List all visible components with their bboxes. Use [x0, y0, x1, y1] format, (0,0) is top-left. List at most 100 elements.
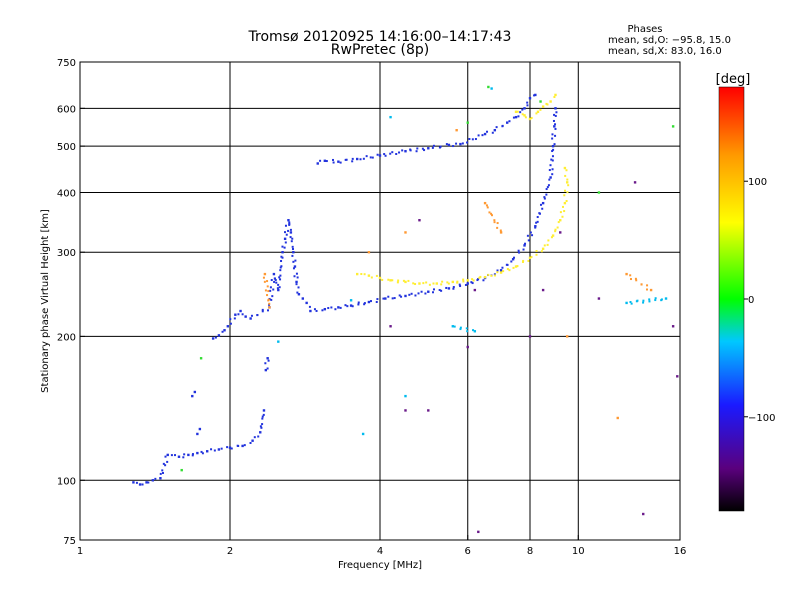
data-point	[387, 295, 390, 298]
data-point	[391, 279, 394, 282]
data-point	[407, 279, 410, 282]
data-point	[526, 101, 529, 104]
data-point	[226, 325, 230, 328]
data-point	[166, 460, 169, 463]
data-point	[132, 481, 135, 484]
x-tick-label: 6	[465, 546, 471, 557]
data-point	[445, 143, 448, 146]
data-point	[159, 472, 162, 475]
data-point	[563, 166, 567, 170]
data-point	[533, 94, 536, 97]
data-point	[383, 153, 386, 156]
data-point	[523, 244, 526, 247]
data-point	[472, 279, 475, 282]
data-point	[251, 439, 254, 442]
data-point	[272, 272, 276, 276]
data-point	[272, 288, 275, 291]
data-point	[389, 152, 392, 155]
data-point	[473, 330, 477, 333]
data-point	[228, 446, 232, 449]
data-point	[496, 222, 499, 225]
data-point	[486, 130, 489, 133]
data-point	[491, 131, 494, 134]
data-point	[530, 255, 533, 258]
data-point	[177, 455, 181, 458]
data-point	[273, 280, 276, 283]
data-point	[293, 275, 296, 278]
data-point	[439, 145, 442, 148]
data-point	[396, 281, 399, 284]
data-point	[412, 282, 415, 285]
data-point	[501, 124, 504, 127]
data-point	[551, 133, 554, 136]
data-point	[349, 304, 353, 307]
data-point	[519, 111, 522, 114]
data-point	[543, 196, 546, 199]
data-point	[315, 309, 318, 312]
data-point	[296, 276, 299, 279]
data-point	[284, 231, 287, 234]
x-tick-label: 2	[227, 546, 233, 557]
data-point	[351, 157, 354, 160]
data-point	[535, 253, 538, 256]
data-point	[309, 309, 312, 313]
data-point	[382, 297, 385, 300]
data-point	[551, 155, 554, 158]
data-point	[268, 303, 271, 306]
data-point	[191, 394, 194, 398]
data-point	[472, 329, 475, 332]
data-point	[506, 263, 509, 266]
data-point	[226, 446, 229, 449]
data-point	[384, 154, 387, 157]
data-point	[554, 123, 557, 126]
data-point	[526, 234, 529, 237]
data-point	[330, 306, 333, 309]
x-tick-label: 8	[527, 546, 533, 557]
data-point	[535, 112, 538, 115]
data-point	[351, 305, 354, 308]
data-point	[548, 169, 551, 172]
data-point	[488, 211, 491, 214]
x-tick-label: 16	[674, 546, 687, 557]
data-point	[625, 301, 628, 305]
data-point	[440, 289, 443, 292]
data-point	[301, 297, 305, 300]
colorbar	[718, 86, 745, 512]
data-point	[528, 256, 532, 260]
data-point	[275, 281, 278, 284]
data-point	[344, 304, 347, 307]
data-point	[391, 151, 394, 154]
data-points	[132, 85, 679, 534]
data-point	[404, 150, 407, 153]
data-point	[223, 329, 226, 332]
data-point	[445, 286, 448, 289]
data-point	[264, 368, 268, 372]
data-point	[404, 394, 407, 398]
data-point	[297, 293, 301, 296]
data-point	[531, 234, 534, 237]
data-point	[404, 280, 407, 284]
data-point	[151, 479, 155, 482]
data-point	[418, 219, 421, 222]
data-point	[648, 298, 651, 301]
data-point	[629, 274, 632, 277]
data-point	[676, 375, 679, 378]
data-point	[539, 108, 542, 111]
chart-title: Tromsø 20120925 14:16:00–14:17:43	[248, 29, 512, 45]
data-point	[199, 357, 203, 360]
data-point	[625, 272, 628, 276]
data-point	[482, 279, 485, 282]
data-point	[551, 144, 555, 148]
colorbar-tick-label: 0	[748, 295, 754, 306]
data-point	[404, 294, 407, 298]
data-point	[567, 184, 570, 187]
data-point	[487, 273, 490, 276]
data-point	[432, 288, 435, 291]
data-point	[279, 274, 282, 277]
data-point	[414, 294, 417, 297]
data-point	[551, 150, 554, 153]
data-point	[244, 315, 247, 318]
data-point	[268, 306, 271, 309]
data-point	[138, 483, 142, 486]
